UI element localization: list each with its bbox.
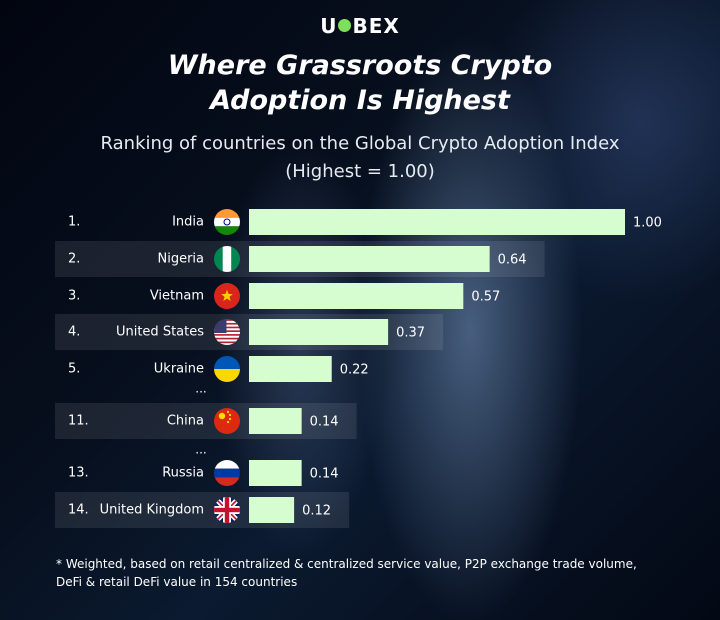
country-label: Vietnam (150, 289, 204, 304)
flag-fill (214, 209, 240, 235)
bar (249, 497, 295, 523)
flag-part (214, 246, 223, 272)
flag-part (222, 246, 232, 272)
rank-label: 5. (68, 362, 80, 377)
rank-label: 2. (68, 252, 80, 267)
country-label: United Kingdom (100, 503, 204, 518)
bar (249, 319, 389, 345)
brand-name-part2: BEX (352, 14, 400, 38)
vietnam-flag-icon (214, 283, 240, 309)
gap-marker: ... (195, 443, 206, 457)
rank-label: 11. (68, 414, 89, 429)
value-label: 0.57 (471, 290, 500, 305)
bar (249, 460, 302, 486)
value-label: 0.12 (302, 504, 331, 519)
flag-part (214, 477, 240, 486)
value-label: 0.14 (310, 415, 339, 430)
bar (249, 246, 490, 272)
country-label: United States (116, 325, 204, 340)
value-label: 1.00 (633, 216, 662, 231)
flag-part (214, 226, 240, 235)
small-star (228, 417, 232, 421)
flag-fill (214, 356, 240, 382)
value-label: 0.22 (340, 363, 369, 378)
bar (249, 209, 625, 235)
brand-logo: U BEX (0, 14, 720, 38)
rank-label: 1. (68, 215, 80, 230)
page-title: Where Grassroots Crypto Adoption Is High… (0, 48, 720, 118)
rank-label: 4. (68, 325, 80, 340)
country-label: Russia (162, 466, 204, 481)
row-band (55, 492, 350, 528)
chart-subtitle: Ranking of countries on the Global Crypt… (0, 130, 720, 186)
rank-label: 14. (68, 503, 89, 518)
gap-marker: ... (195, 382, 206, 396)
flag-part (214, 369, 240, 382)
uk-flag-icon (214, 497, 240, 523)
flag-part (214, 468, 240, 478)
flag-part (214, 319, 240, 322)
flag-fill (214, 246, 240, 272)
flag-part (214, 322, 240, 325)
subtitle-line-2: (Highest = 1.00) (285, 161, 435, 182)
flag-part (214, 328, 240, 331)
flag-part (214, 324, 240, 327)
cross-red (224, 497, 230, 523)
usa-flag-icon (214, 319, 240, 345)
flag-part (214, 326, 240, 329)
subtitle-line-1: Ranking of countries on the Global Crypt… (100, 133, 620, 154)
small-star (226, 410, 230, 414)
flag-part (231, 246, 240, 272)
bar (249, 356, 332, 382)
footnote-line-1: * Weighted, based on retail centralized … (56, 557, 637, 571)
flag-fill (214, 319, 240, 345)
country-label: India (172, 215, 204, 230)
flag-fill (214, 460, 240, 486)
bar-chart: 1. India 1.00 2. Nigeria 0.64 3. Vietnam 0.57 4. U… (55, 209, 662, 528)
small-star (226, 420, 230, 424)
flag-part (214, 341, 240, 344)
bar (249, 408, 302, 434)
flag-part (214, 339, 240, 342)
value-label: 0.64 (498, 253, 527, 268)
flag-part (214, 343, 240, 345)
flag-part (214, 330, 240, 333)
flag-part (214, 333, 240, 336)
country-label: Ukraine (154, 362, 204, 377)
flag-part (214, 320, 240, 323)
flag-part (214, 337, 240, 340)
flag-part (214, 332, 240, 335)
title-line-2: Adoption Is Highest (210, 85, 510, 116)
rank-label: 3. (68, 289, 80, 304)
russia-flag-icon (214, 460, 240, 486)
logo-dot-icon (338, 19, 352, 32)
flag-fill (214, 497, 240, 523)
brand-name-part1: U (320, 14, 338, 38)
flag-part (214, 335, 240, 338)
value-label: 0.37 (396, 326, 425, 341)
flag-fill (214, 283, 240, 309)
chakra (223, 218, 231, 226)
flag-fill (214, 408, 240, 434)
ukraine-flag-icon (214, 356, 240, 382)
flag-part (214, 460, 240, 469)
big-star (218, 412, 226, 420)
nigeria-flag-icon (214, 246, 240, 272)
footnote-line-2: DeFi & retail DeFi value in 154 countrie… (56, 575, 298, 589)
row-band (55, 403, 357, 439)
title-line-1: Where Grassroots Crypto (167, 50, 553, 81)
star (221, 289, 233, 302)
bar (249, 283, 464, 309)
footnote: * Weighted, based on retail centralized … (56, 555, 676, 591)
country-label: China (167, 414, 204, 429)
flag-part (214, 217, 240, 227)
small-star (228, 413, 232, 417)
country-label: Nigeria (157, 252, 204, 267)
value-label: 0.14 (310, 467, 339, 482)
china-flag-icon (214, 408, 240, 434)
flag-part (214, 356, 240, 369)
flag-part (214, 209, 240, 218)
rank-label: 13. (68, 466, 89, 481)
india-flag-icon (214, 209, 240, 235)
